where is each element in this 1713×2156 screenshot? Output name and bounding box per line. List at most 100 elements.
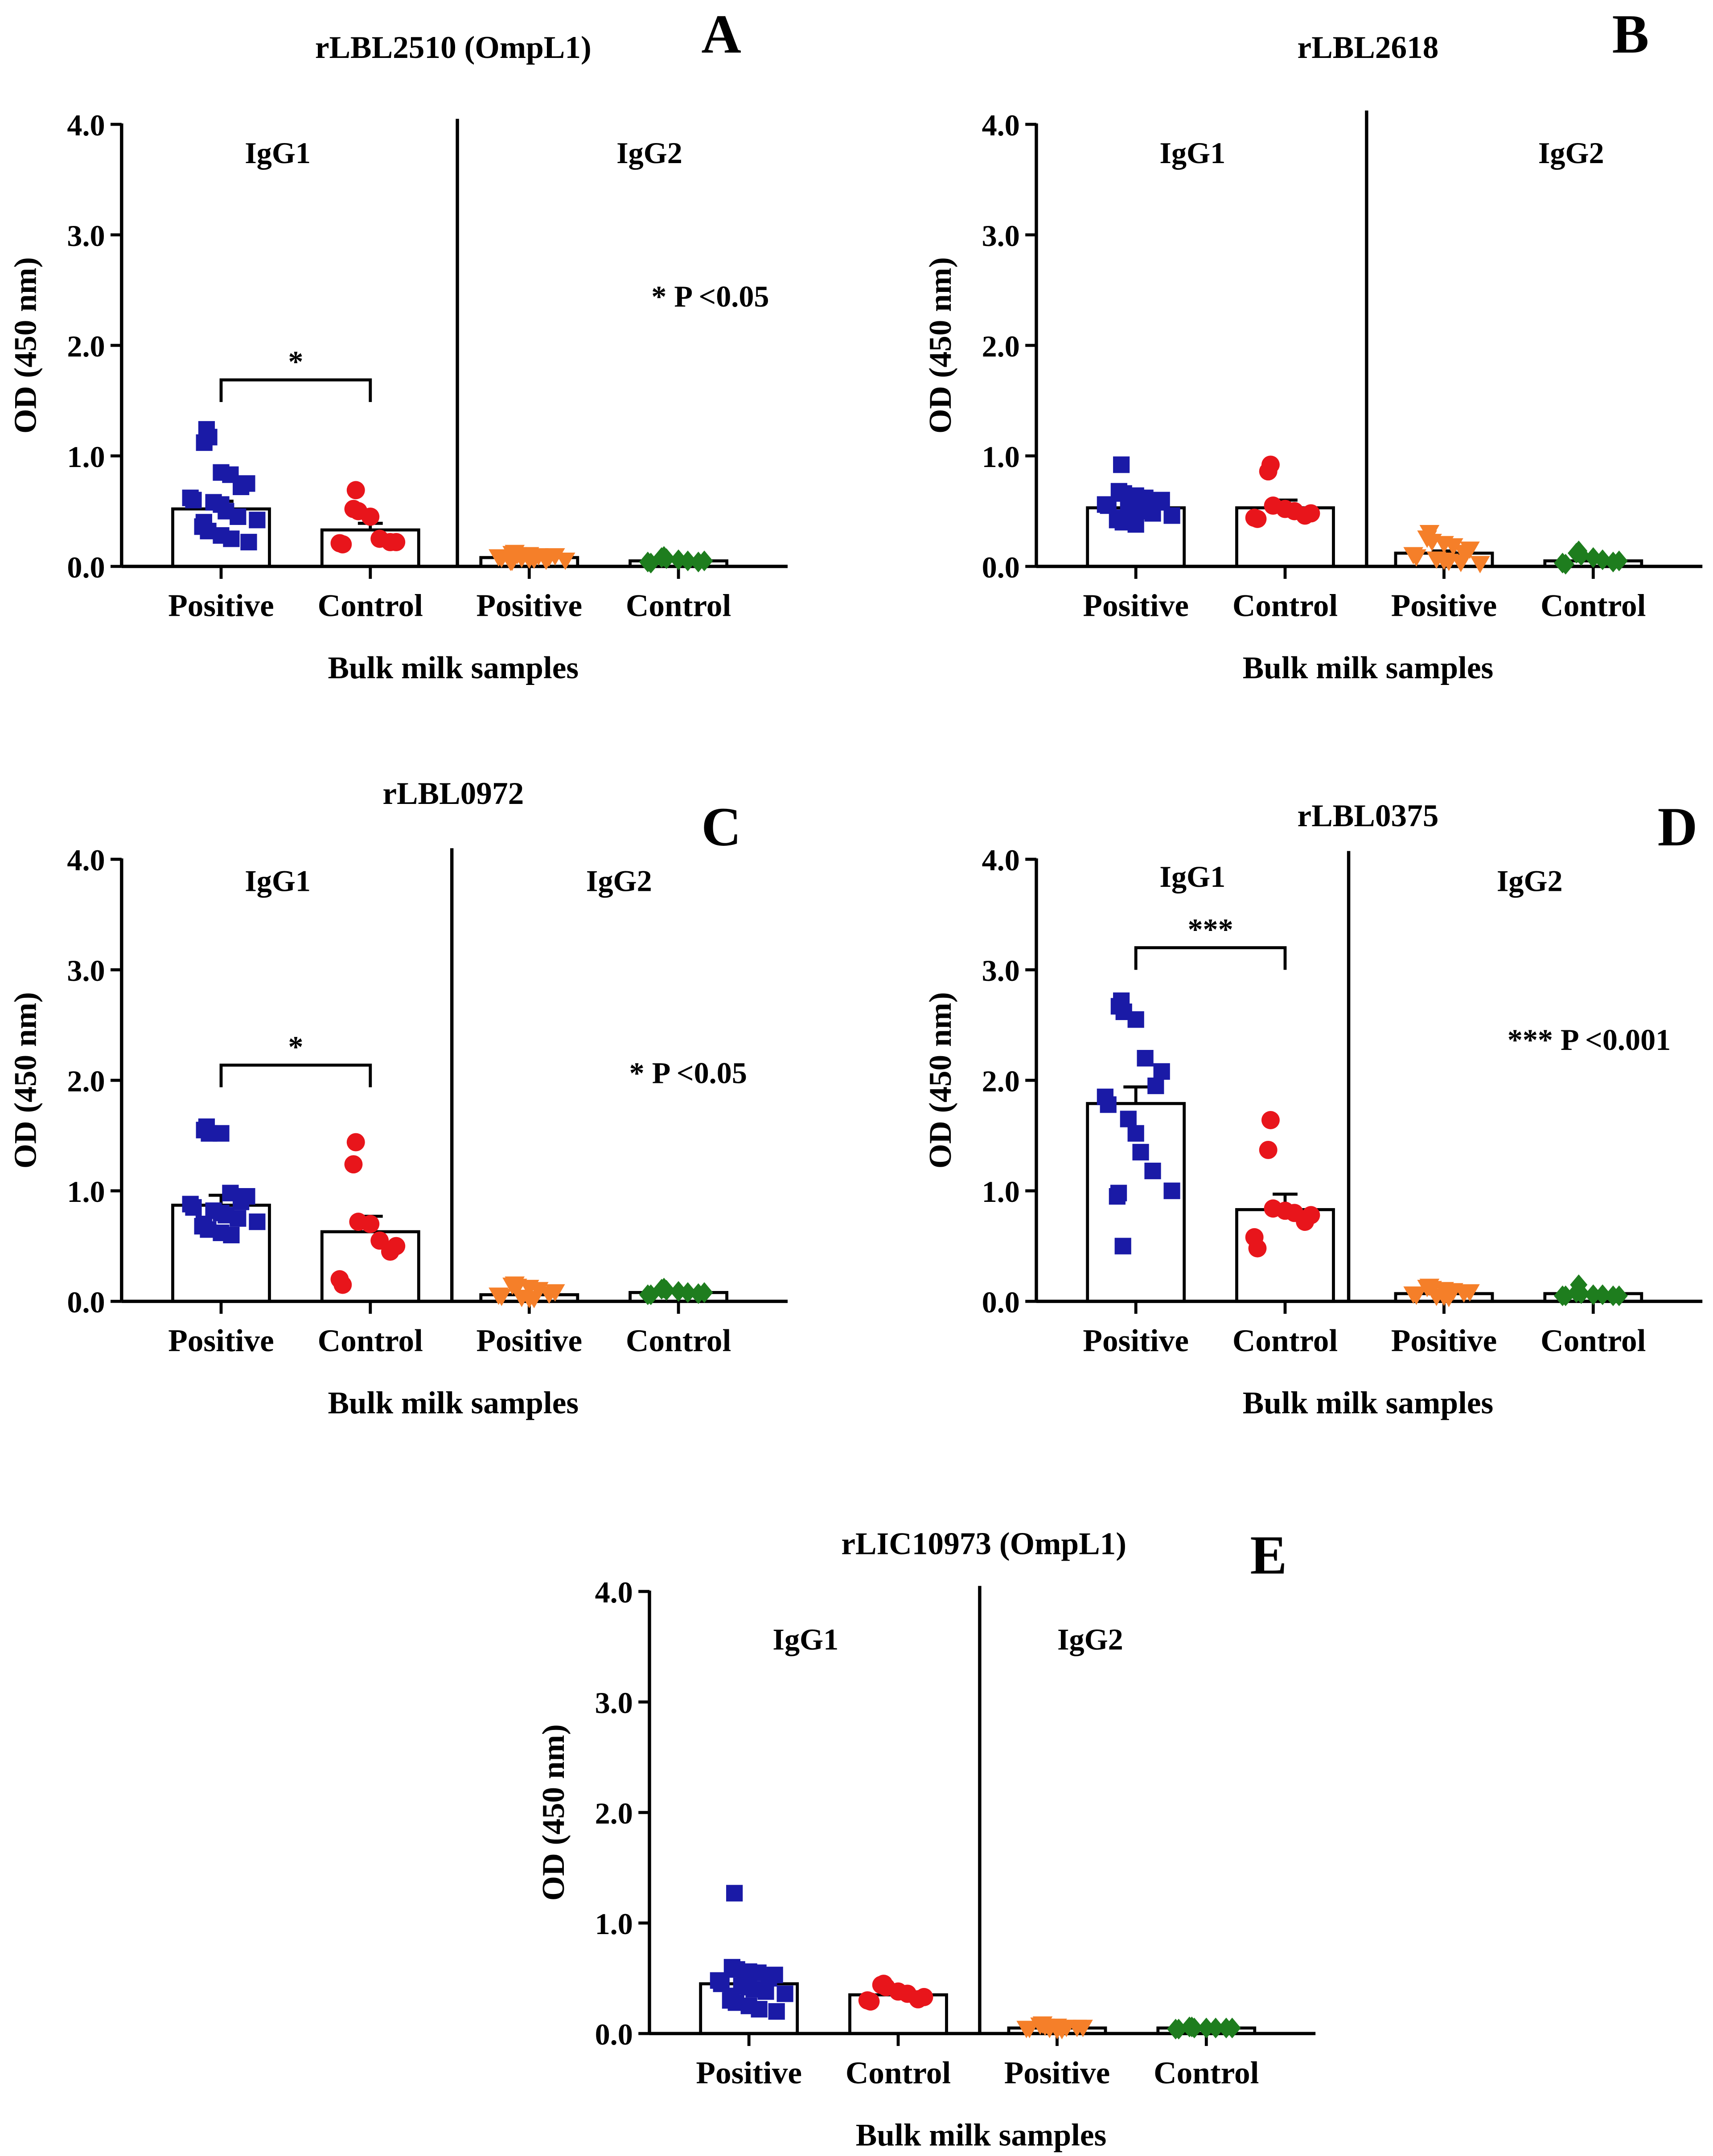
data-point xyxy=(1127,1125,1144,1142)
data-point xyxy=(909,1990,928,2008)
data-point xyxy=(491,1288,512,1306)
y-tick-label: 4.0 xyxy=(982,108,1020,142)
panel-letter: C xyxy=(701,796,741,857)
data-point xyxy=(1406,1287,1426,1305)
p-value-note: *** P <0.001 xyxy=(1508,1023,1671,1057)
data-point xyxy=(1127,516,1144,533)
y-tick-label: 3.0 xyxy=(67,954,105,988)
x-tick-label: Positive xyxy=(476,1323,582,1358)
significance-bracket xyxy=(219,1063,372,1087)
panel-D: rLBL0375 D 0.0 1.0 2.0 3.0 4.0 OD (450 nm) IgG1 I… xyxy=(923,796,1703,1420)
data-point xyxy=(1572,1283,1590,1304)
y-tick-label: 4.0 xyxy=(982,843,1020,877)
data-point xyxy=(1248,509,1267,528)
data-point xyxy=(1144,505,1161,522)
y-tick-label: 3.0 xyxy=(982,219,1020,253)
data-point xyxy=(757,1983,774,2000)
data-point xyxy=(344,1155,363,1174)
chart-title: rLBL0375 xyxy=(1298,798,1439,833)
data-point xyxy=(1163,1182,1180,1199)
x-tick-label: Control xyxy=(1154,2055,1259,2090)
data-point xyxy=(528,1282,549,1299)
y-tick-label: 1.0 xyxy=(67,1175,105,1209)
significance-bracket xyxy=(1134,946,1287,970)
x-tick-label: Control xyxy=(626,1323,731,1358)
group-label-igg1: IgG1 xyxy=(772,1622,838,1656)
group-label-igg1: IgG1 xyxy=(245,864,311,898)
x-tick-label: Positive xyxy=(168,588,274,623)
data-point xyxy=(1439,1290,1459,1308)
data-point xyxy=(1454,1285,1474,1303)
chart-title: rLBL2510 (OmpL1) xyxy=(315,30,592,65)
data-point xyxy=(223,1226,240,1243)
panel-A: rLBL2510 (OmpL1) A 0.0 1.0 2.0 3.0 4.0 OD (450 … xyxy=(8,4,788,685)
data-point xyxy=(230,508,246,525)
data-point xyxy=(230,1210,246,1227)
group-label-igg2: IgG2 xyxy=(1057,1622,1123,1656)
data-point xyxy=(1114,1238,1131,1254)
data-point xyxy=(1572,545,1590,566)
data-point xyxy=(690,1283,707,1304)
panel-letter: E xyxy=(1250,1525,1287,1586)
data-point xyxy=(201,429,218,446)
y-tick-label: 0.0 xyxy=(982,550,1020,584)
panel-B: rLBL2618 B 0.0 1.0 2.0 3.0 4.0 OD (450 nm) IgG1 I… xyxy=(923,4,1703,685)
group-label-igg1: IgG1 xyxy=(245,136,311,170)
y-tick-label: 3.0 xyxy=(595,1686,633,1720)
x-axis-label: Bulk milk samples xyxy=(328,650,579,685)
data-point xyxy=(249,1213,266,1230)
data-point xyxy=(213,1125,230,1142)
data-point xyxy=(361,507,380,526)
data-point xyxy=(240,533,257,551)
y-tick-label: 0.0 xyxy=(67,550,105,584)
data-point xyxy=(1197,2017,1215,2039)
data-point xyxy=(361,1215,380,1234)
data-point xyxy=(1127,1011,1144,1028)
p-value-note: * P <0.05 xyxy=(629,1056,747,1090)
x-tick-label: Control xyxy=(318,588,423,623)
data-point xyxy=(1296,506,1315,525)
panel-letter: D xyxy=(1658,796,1698,857)
y-tick-label: 0.0 xyxy=(595,2017,633,2051)
data-point xyxy=(1259,462,1278,481)
data-point xyxy=(1207,2017,1224,2039)
data-point xyxy=(1147,1078,1164,1094)
significance-marker: * xyxy=(288,1030,303,1064)
data-point xyxy=(1259,1140,1278,1159)
group-label-igg2: IgG2 xyxy=(1497,864,1563,898)
significance-marker: * xyxy=(288,344,303,378)
group-label-igg2: IgG2 xyxy=(1538,136,1604,170)
data-point xyxy=(751,2001,768,2018)
panel-letter: B xyxy=(1612,4,1649,65)
y-tick-label: 4.0 xyxy=(67,108,105,142)
data-point xyxy=(768,2003,785,2020)
y-tick-label: 1.0 xyxy=(67,440,105,474)
data-point xyxy=(381,533,399,551)
y-tick-label: 1.0 xyxy=(982,1175,1020,1209)
data-point xyxy=(1144,1162,1161,1180)
y-tick-label: 2.0 xyxy=(595,1796,633,1830)
data-point xyxy=(1451,554,1471,573)
chart-title: rLBL0972 xyxy=(382,776,524,811)
chart-title: rLIC10973 (OmpL1) xyxy=(841,1526,1126,1562)
group-label-igg1: IgG1 xyxy=(1159,136,1225,170)
x-tick-label: Control xyxy=(318,1323,423,1358)
y-tick-label: 2.0 xyxy=(67,329,105,363)
data-point xyxy=(185,1199,202,1216)
panel-letter: A xyxy=(701,4,741,65)
y-axis-label: OD (450 nm) xyxy=(8,992,43,1168)
x-tick-label: Positive xyxy=(1004,2055,1110,2090)
x-tick-label: Positive xyxy=(476,588,582,623)
data-point xyxy=(555,553,575,570)
data-point xyxy=(1137,1050,1154,1067)
y-tick-label: 4.0 xyxy=(595,1575,633,1609)
x-tick-label: Control xyxy=(1232,1323,1338,1358)
y-tick-label: 2.0 xyxy=(67,1064,105,1098)
y-tick-label: 0.0 xyxy=(67,1285,105,1319)
significance-marker: *** xyxy=(1187,912,1233,946)
x-tick-label: Positive xyxy=(168,1323,274,1358)
data-point xyxy=(1604,551,1622,573)
data-point xyxy=(1113,456,1130,473)
data-point xyxy=(1470,556,1490,574)
data-point xyxy=(333,535,352,553)
